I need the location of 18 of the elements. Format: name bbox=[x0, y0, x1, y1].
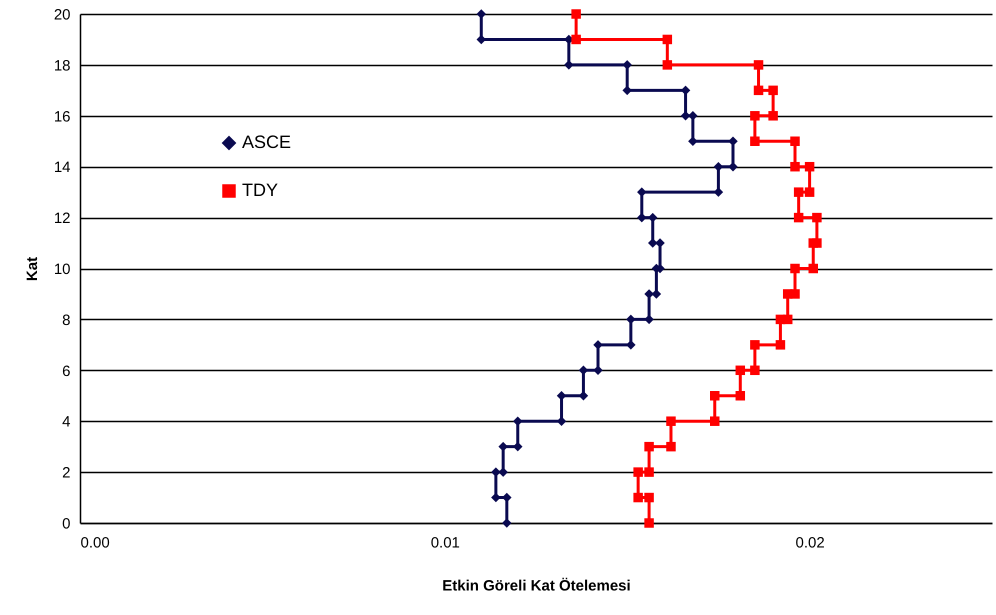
y-tick-label: 18 bbox=[54, 57, 70, 74]
y-tick-label: 4 bbox=[62, 414, 70, 431]
y-tick-label: 6 bbox=[62, 362, 70, 380]
legend-label: ASCE bbox=[242, 132, 292, 152]
x-tick-label: 0.01 bbox=[430, 534, 460, 552]
y-tick-label: 20 bbox=[54, 6, 70, 24]
y-tick-label: 14 bbox=[54, 159, 70, 176]
y-axis-title: Kat bbox=[24, 256, 41, 282]
x-tick-label: 0.00 bbox=[80, 534, 110, 552]
y-tick-label: 10 bbox=[54, 261, 70, 278]
y-tick-label: 12 bbox=[54, 210, 70, 228]
y-tick-label: 0 bbox=[62, 516, 70, 532]
legend-label: TDY bbox=[242, 180, 278, 200]
y-tick-label: 8 bbox=[62, 312, 70, 329]
x-tick-label: 0.02 bbox=[796, 534, 825, 552]
y-tick-label: 16 bbox=[54, 108, 70, 126]
y-tick-label: 2 bbox=[62, 464, 70, 482]
x-axis-title: Etkin Göreli Kat Ötelemesi bbox=[442, 578, 631, 594]
